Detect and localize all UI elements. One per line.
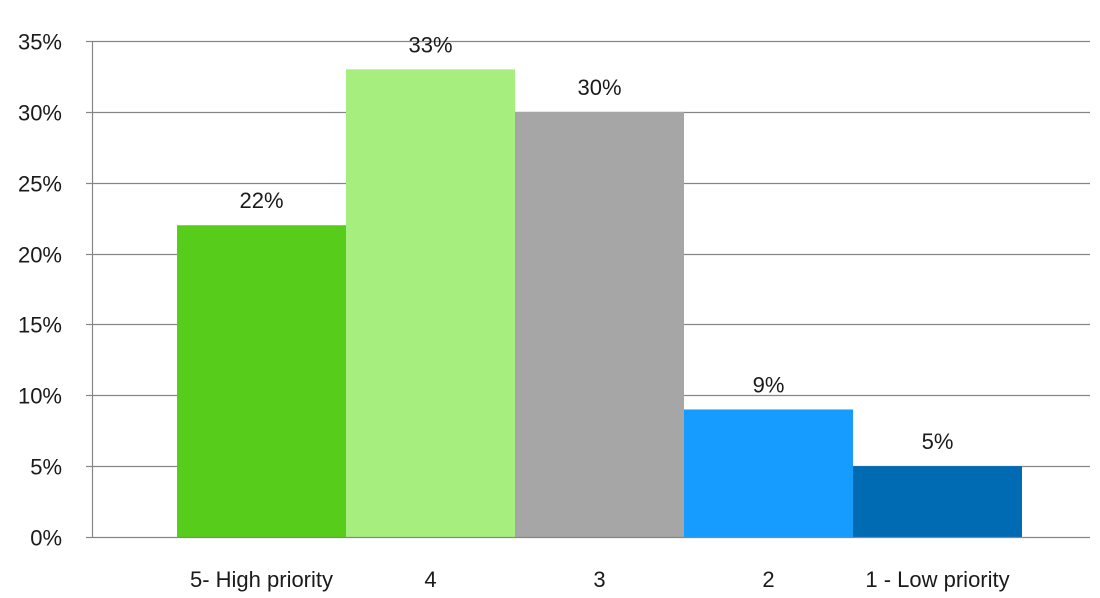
bar bbox=[684, 409, 853, 537]
y-tick-label: 25% bbox=[18, 172, 62, 197]
bars bbox=[177, 69, 1022, 537]
data-labels: 22% 33% 30% 9% 5% bbox=[239, 32, 953, 454]
bar bbox=[346, 69, 515, 537]
x-category-label: 4 bbox=[424, 567, 436, 592]
x-axis-category-labels: 5- High priority 4 3 2 1 - Low priority bbox=[190, 567, 1010, 592]
x-category-label: 3 bbox=[593, 567, 605, 592]
data-label: 9% bbox=[753, 372, 785, 397]
y-tick-label: 5% bbox=[30, 455, 62, 480]
data-label: 33% bbox=[408, 32, 452, 57]
y-tick-label: 30% bbox=[18, 101, 62, 126]
axes bbox=[86, 40, 1090, 539]
y-tick-label: 20% bbox=[18, 243, 62, 268]
bar bbox=[515, 111, 684, 537]
data-label: 30% bbox=[577, 75, 621, 100]
bar bbox=[177, 225, 346, 537]
data-label: 22% bbox=[239, 188, 283, 213]
y-axis-tick-labels: 0% 5% 10% 15% 20% 25% 30% 35% bbox=[18, 30, 62, 551]
y-tick-label: 35% bbox=[18, 30, 62, 55]
y-tick-label: 0% bbox=[30, 526, 62, 551]
x-category-label: 1 - Low priority bbox=[865, 567, 1009, 592]
y-tick-label: 10% bbox=[18, 384, 62, 409]
y-tick-label: 15% bbox=[18, 313, 62, 338]
data-label: 5% bbox=[922, 429, 954, 454]
x-category-label: 2 bbox=[762, 567, 774, 592]
x-category-label: 5- High priority bbox=[190, 567, 333, 592]
bar bbox=[853, 466, 1022, 537]
